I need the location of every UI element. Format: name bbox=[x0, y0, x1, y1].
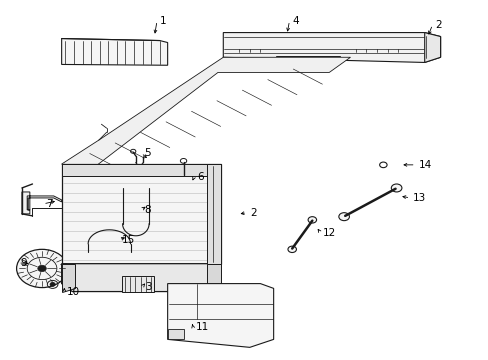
Text: 8: 8 bbox=[143, 205, 150, 215]
Circle shape bbox=[50, 282, 55, 287]
Circle shape bbox=[38, 265, 46, 272]
Text: 14: 14 bbox=[418, 160, 431, 170]
Text: 12: 12 bbox=[322, 228, 336, 238]
Polygon shape bbox=[61, 264, 220, 292]
Text: 3: 3 bbox=[144, 282, 151, 292]
Circle shape bbox=[307, 217, 316, 223]
Text: 15: 15 bbox=[122, 235, 135, 245]
Text: 2: 2 bbox=[249, 208, 256, 218]
Text: 1: 1 bbox=[160, 15, 166, 26]
Polygon shape bbox=[122, 276, 154, 292]
Polygon shape bbox=[223, 32, 440, 62]
Polygon shape bbox=[61, 39, 167, 65]
Polygon shape bbox=[167, 329, 183, 339]
Polygon shape bbox=[207, 164, 220, 264]
Text: 7: 7 bbox=[46, 199, 52, 209]
Circle shape bbox=[390, 184, 401, 192]
Text: 4: 4 bbox=[292, 15, 298, 26]
Circle shape bbox=[338, 213, 349, 221]
Polygon shape bbox=[61, 164, 220, 264]
Polygon shape bbox=[22, 192, 61, 214]
Text: 13: 13 bbox=[412, 193, 426, 203]
Polygon shape bbox=[167, 284, 273, 347]
Polygon shape bbox=[61, 264, 75, 292]
Polygon shape bbox=[424, 32, 440, 62]
Circle shape bbox=[17, 249, 67, 288]
Polygon shape bbox=[207, 264, 220, 292]
Text: 6: 6 bbox=[196, 172, 203, 182]
Polygon shape bbox=[61, 164, 220, 176]
Text: 11: 11 bbox=[195, 323, 208, 332]
Text: 9: 9 bbox=[21, 258, 27, 268]
Polygon shape bbox=[61, 57, 350, 176]
Text: 5: 5 bbox=[143, 148, 150, 158]
Text: 10: 10 bbox=[67, 287, 80, 297]
Text: 2: 2 bbox=[434, 19, 441, 30]
Circle shape bbox=[287, 246, 296, 252]
